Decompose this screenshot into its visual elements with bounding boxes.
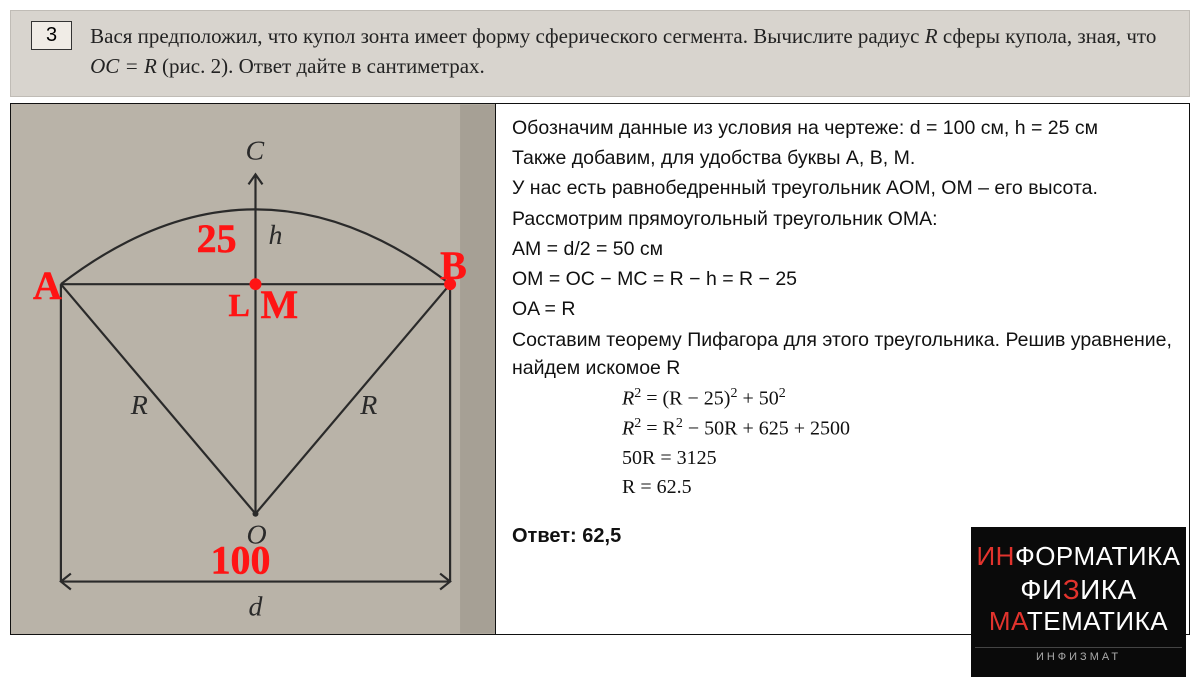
sol-line-5: AM = d/2 = 50 см: [512, 235, 1173, 263]
formula-3: 50R = 3125: [622, 444, 1173, 473]
formula-block: R2 = (R − 25)2 + 502 R2 = R2 − 50R + 625…: [512, 384, 1173, 501]
logo-r3b: Т: [1027, 606, 1043, 636]
logo-row-1: ИНФОРМАТИКА: [975, 541, 1182, 572]
label-C: C: [246, 135, 265, 166]
problem-header: 3 Вася предположил, что купол зонта имее…: [10, 10, 1190, 97]
ann-A: A: [33, 263, 62, 308]
answer-label: Ответ:: [512, 525, 582, 547]
f1-b: + 50: [737, 388, 778, 410]
logo-r1b: ФОРМАТИКА: [1015, 541, 1181, 571]
problem-text-part2: сферы купола, зная, что: [938, 24, 1157, 48]
label-d: d: [249, 591, 264, 622]
f1-lhs: R: [622, 388, 634, 410]
ann-100: 100: [211, 537, 271, 582]
brand-logo: ИНФОРМАТИКА ФИЗИКА МАТЕМАТИКА ИНФИЗМАТ: [971, 527, 1186, 677]
problem-number-box: 3: [31, 21, 72, 50]
f2-b: − 50R + 625 + 2500: [683, 418, 850, 440]
f2-a: = R: [641, 418, 676, 440]
formula-1: R2 = (R − 25)2 + 502: [622, 384, 1173, 414]
logo-r2b: З: [1063, 574, 1080, 605]
formula-2: R2 = R2 − 50R + 625 + 2500: [622, 414, 1173, 444]
ann-L: L: [229, 288, 250, 323]
eq-OC: OC = R: [90, 54, 157, 78]
ann-M: M: [260, 282, 298, 327]
var-R: R: [925, 24, 938, 48]
sol-line-2: Также добавим, для удобства буквы A, B, …: [512, 144, 1173, 172]
logo-row-2: ФИЗИКА: [975, 574, 1182, 606]
sol-line-4: Рассмотрим прямоугольный треугольник OMA…: [512, 205, 1173, 233]
logo-r1a: ИН: [976, 541, 1014, 571]
f1-a: = (R − 25): [641, 388, 730, 410]
formula-4: R = 62.5: [622, 473, 1173, 502]
diagram: C h R R O d A B 25 L M 100: [11, 104, 496, 634]
answer-value: 62,5: [582, 525, 621, 547]
logo-row-3: МАТЕМАТИКА: [975, 606, 1182, 637]
sol-line-3: У нас есть равнобедренный треугольник AO…: [512, 174, 1173, 202]
f2-lhs: R: [622, 418, 634, 440]
sol-line-1: Обозначим данные из условия на чертеже: …: [512, 114, 1173, 142]
diagram-svg: C h R R O d A B 25 L M 100: [11, 104, 495, 634]
logo-sub: ИНФИЗМАТ: [975, 647, 1182, 666]
logo-r2a: ФИ: [1020, 574, 1062, 605]
label-R-left: R: [130, 390, 148, 421]
problem-text-part3: (рис. 2). Ответ дайте в сантиметрах.: [157, 54, 485, 78]
sol-line-6: OM = OC − MC = R − h = R − 25: [512, 265, 1173, 293]
logo-r3a: МА: [989, 606, 1027, 636]
sol-line-7: OA = R: [512, 295, 1173, 323]
logo-r3c: ЕМАТИКА: [1043, 606, 1168, 636]
logo-r2c: ИКА: [1080, 574, 1137, 605]
label-h: h: [268, 220, 282, 251]
label-R-right: R: [359, 390, 377, 421]
problem-text: Вася предположил, что купол зонта имеет …: [90, 21, 1169, 82]
ann-25: 25: [197, 216, 237, 261]
problem-text-part1: Вася предположил, что купол зонта имеет …: [90, 24, 925, 48]
sol-line-8: Составим теорему Пифагора для этого треу…: [512, 326, 1173, 383]
